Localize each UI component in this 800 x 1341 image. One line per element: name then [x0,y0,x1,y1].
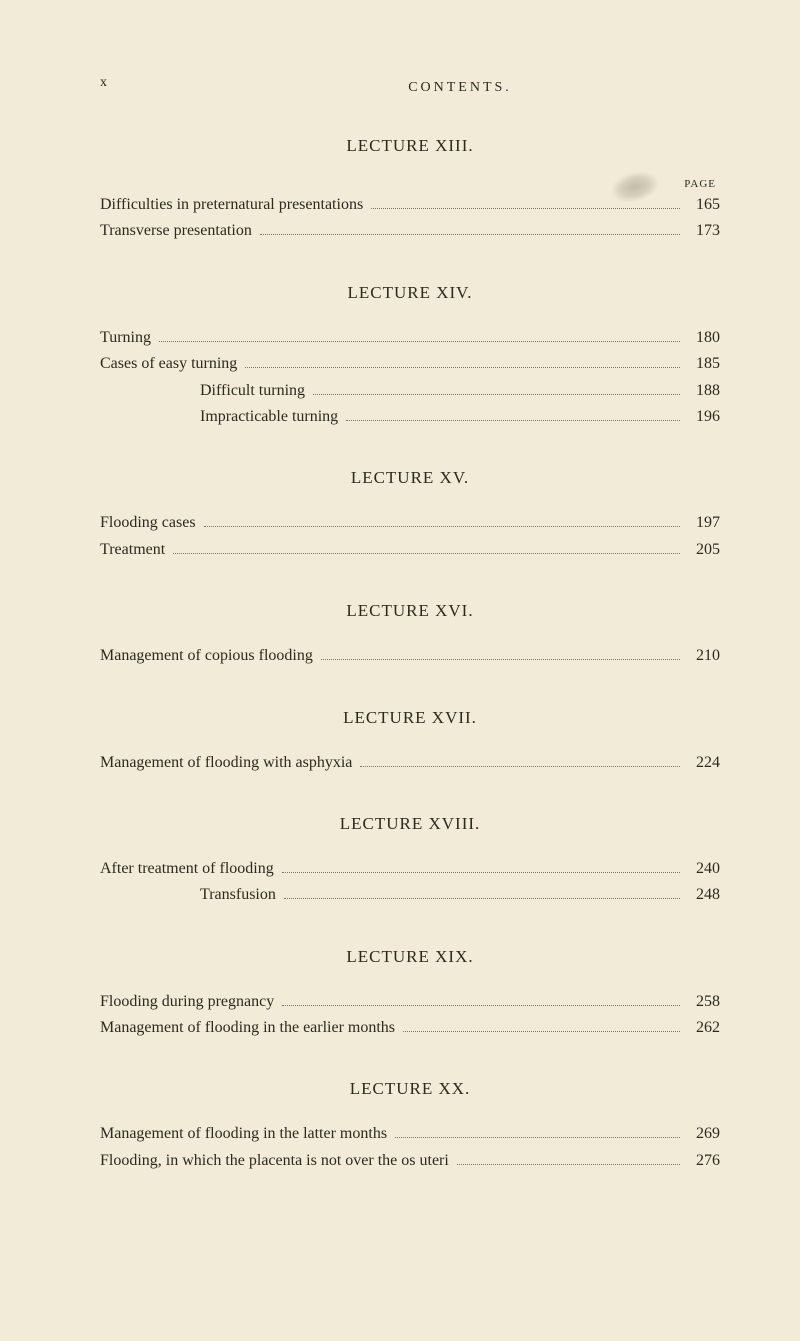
toc-label: Difficult turning [200,378,305,404]
toc-row: Treatment 205 [100,537,720,563]
contents-header: CONTENTS. [200,80,720,96]
lecture-xvi-title: LECTURE XVI. [100,601,720,621]
toc-leader [360,766,680,767]
toc-page-number: 196 [688,404,720,430]
toc-label: Flooding, in which the placenta is not o… [100,1148,449,1174]
toc-row: Transfusion 248 [100,882,720,908]
toc-leader [395,1137,680,1138]
page-marker: x [100,75,108,91]
toc-row: Difficulties in preternatural presentati… [100,192,720,218]
toc-row: After treatment of flooding 240 [100,856,720,882]
toc-leader [282,872,680,873]
toc-row: Transverse presentation 173 [100,218,720,244]
toc-label: Transverse presentation [100,218,252,244]
toc-page-number: 185 [688,351,720,377]
toc-leader [321,659,680,660]
toc-row: Flooding, in which the placenta is not o… [100,1148,720,1174]
toc-row: Flooding cases 197 [100,510,720,536]
toc-label: Management of flooding in the earlier mo… [100,1015,395,1041]
toc-page-number: 269 [688,1121,720,1147]
toc-leader [282,1005,680,1006]
toc-page-number: 210 [688,643,720,669]
toc-row: Management of flooding with asphyxia 224 [100,750,720,776]
lecture-xiv-title: LECTURE XIV. [100,283,720,303]
toc-page-number: 224 [688,750,720,776]
toc-page-number: 276 [688,1148,720,1174]
toc-page-number: 197 [688,510,720,536]
toc-leader [403,1031,680,1032]
toc-leader [346,420,680,421]
toc-page-number: 258 [688,989,720,1015]
lecture-xx-title: LECTURE XX. [100,1079,720,1099]
toc-leader [245,367,680,368]
toc-row: Turning 180 [100,325,720,351]
toc-label: Turning [100,325,151,351]
toc-leader [284,898,680,899]
toc-page-number: 248 [688,882,720,908]
toc-label: Cases of easy turning [100,351,237,377]
toc-page-number: 240 [688,856,720,882]
lecture-xvii-title: LECTURE XVII. [100,708,720,728]
toc-row: Difficult turning 188 [100,378,720,404]
toc-label: Management of copious flooding [100,643,313,669]
toc-row: Flooding during pregnancy 258 [100,989,720,1015]
toc-leader [159,341,680,342]
toc-label: Impracticable turning [200,404,338,430]
toc-label: Management of flooding with asphyxia [100,750,352,776]
toc-page-number: 180 [688,325,720,351]
toc-leader [457,1164,680,1165]
toc-label: After treatment of flooding [100,856,274,882]
toc-leader [371,208,680,209]
toc-label: Management of flooding in the latter mon… [100,1121,387,1147]
toc-row: Impracticable turning 196 [100,404,720,430]
toc-leader [260,234,680,235]
lecture-xviii-title: LECTURE XVIII. [100,814,720,834]
toc-label: Flooding cases [100,510,196,536]
toc-page-number: 165 [688,192,720,218]
toc-row: Cases of easy turning 185 [100,351,720,377]
toc-page-number: 173 [688,218,720,244]
toc-row: Management of flooding in the latter mon… [100,1121,720,1147]
lecture-xix-title: LECTURE XIX. [100,947,720,967]
toc-row: Management of copious flooding 210 [100,643,720,669]
toc-leader [313,394,680,395]
lecture-xv-title: LECTURE XV. [100,468,720,488]
toc-label: Treatment [100,537,165,563]
toc-label: Transfusion [200,882,276,908]
toc-leader [204,526,680,527]
toc-page-number: 262 [688,1015,720,1041]
toc-label: Difficulties in preternatural presentati… [100,192,363,218]
toc-row: Management of flooding in the earlier mo… [100,1015,720,1041]
toc-page-number: 188 [688,378,720,404]
toc-label: Flooding during pregnancy [100,989,274,1015]
lecture-xiii-title: LECTURE XIII. [100,136,720,156]
toc-page-number: 205 [688,537,720,563]
toc-leader [173,553,680,554]
